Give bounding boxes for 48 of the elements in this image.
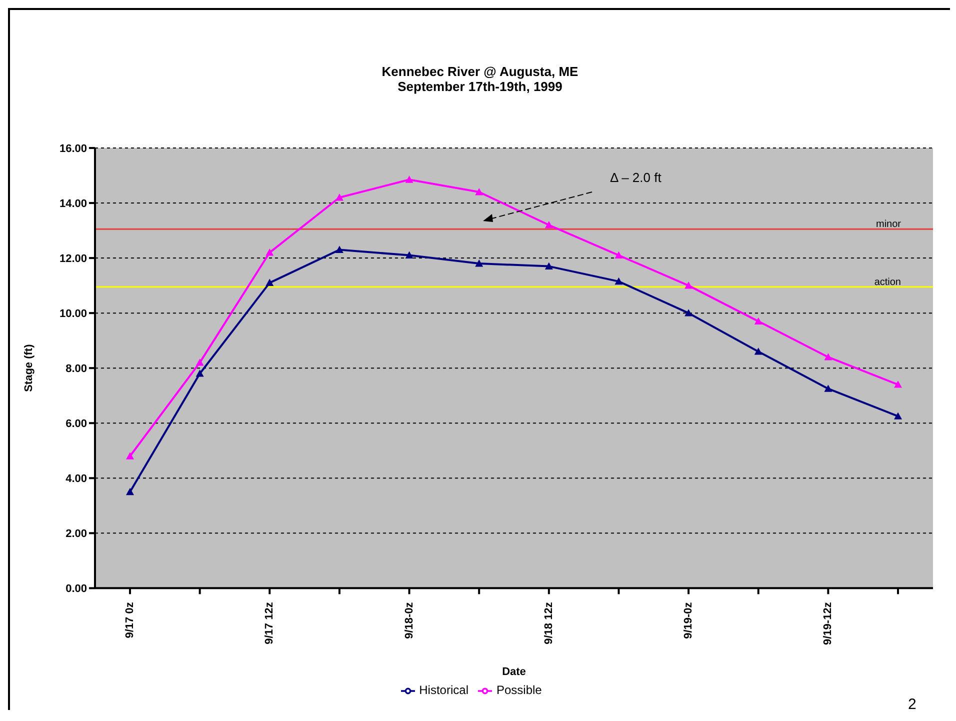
point — [614, 251, 623, 258]
point — [824, 384, 832, 392]
point — [684, 282, 693, 289]
y-tick-label: 10.00 — [59, 308, 87, 320]
point — [405, 176, 414, 183]
point — [684, 309, 693, 316]
chart-title: Kennebec River @ Augusta, ME — [380, 64, 580, 79]
point — [475, 260, 484, 267]
y-tick-label: 0.00 — [66, 583, 87, 596]
point — [614, 277, 623, 285]
y-tick-label: 4.00 — [66, 473, 87, 486]
point — [196, 358, 204, 366]
point — [544, 221, 553, 228]
point — [475, 188, 484, 196]
y-tick-label: 14.00 — [59, 198, 87, 210]
chart-subtitle: September 17th-19th, 1999 — [396, 79, 564, 94]
legend-label: Possible — [496, 683, 542, 698]
x-tick-label: 9/17 0z — [124, 602, 136, 638]
y-tick-label: 12.00 — [59, 252, 87, 265]
point — [335, 246, 344, 253]
point — [266, 248, 274, 256]
point — [894, 380, 902, 388]
point — [544, 262, 553, 270]
x-tick-label: 9/17 12z — [264, 602, 276, 644]
legend-label: Historical — [419, 683, 468, 698]
point — [196, 370, 204, 377]
point — [824, 353, 832, 360]
text: 2 — [908, 696, 916, 713]
point — [754, 317, 762, 325]
ref-line-label: action — [874, 276, 901, 288]
x-tick-label: 9/19-0z — [682, 602, 695, 639]
x-tick-label: 9/19-12z — [822, 602, 834, 645]
point — [266, 278, 274, 286]
x-tick-label: 9/18 12z — [542, 602, 555, 644]
y-tick-label: 16.00 — [59, 142, 87, 155]
point — [754, 348, 762, 355]
point — [894, 412, 902, 420]
y-tick-label: 6.00 — [66, 418, 87, 430]
annotation: Δ – 2.0 ft — [610, 170, 662, 185]
ref-line-label: minor — [876, 219, 902, 230]
point — [126, 452, 134, 460]
point — [405, 251, 414, 258]
x-tick-label: 9/18-0z — [403, 602, 416, 639]
y-tick-label: 8.00 — [66, 362, 87, 375]
y-axis-title: Stage (ft) — [22, 344, 35, 392]
y-tick-label: 2.00 — [66, 528, 87, 540]
x-axis-title: Date — [502, 666, 526, 678]
point — [126, 488, 134, 496]
